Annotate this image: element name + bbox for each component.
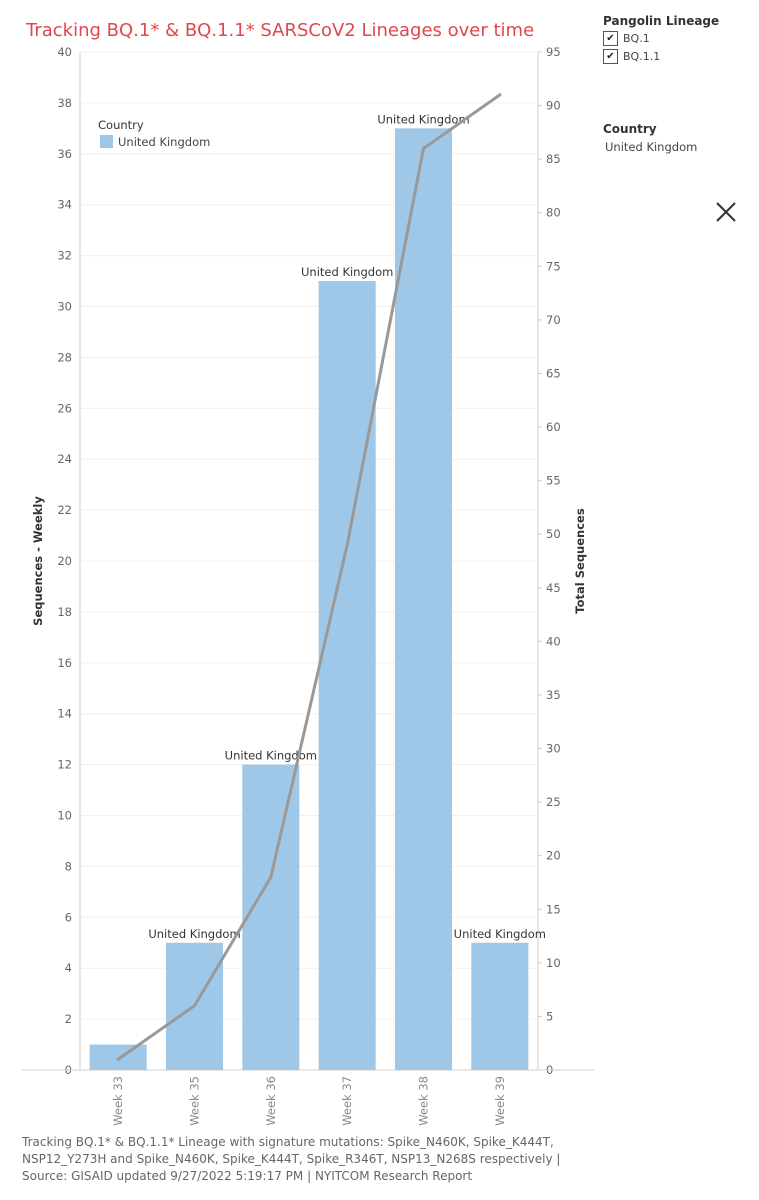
y-tick-label: 18 bbox=[57, 605, 72, 619]
line-point bbox=[269, 875, 273, 879]
country-filter-title: Country bbox=[603, 122, 657, 136]
y-tick-label: 36 bbox=[57, 147, 72, 161]
y2-tick-label: 65 bbox=[546, 366, 561, 380]
checkbox-checked-icon[interactable]: ✔ bbox=[603, 31, 618, 46]
y-tick-label: 28 bbox=[57, 350, 72, 364]
bar bbox=[471, 942, 529, 1070]
lineage-item-bq11[interactable]: ✔ BQ.1.1 bbox=[603, 49, 753, 64]
x-tick-label: Week 33 bbox=[111, 1076, 125, 1126]
legend-swatch bbox=[100, 135, 113, 148]
y2-tick-label: 25 bbox=[546, 795, 561, 809]
y2-tick-label: 40 bbox=[546, 634, 561, 648]
y-tick-label: 30 bbox=[57, 300, 72, 314]
bar-label: United Kingdom bbox=[148, 927, 240, 941]
bar-label: United Kingdom bbox=[225, 749, 317, 763]
bar bbox=[318, 281, 376, 1070]
footer-line-3: Source: GISAID updated 9/27/2022 5:19:17… bbox=[22, 1169, 473, 1183]
close-icon[interactable] bbox=[713, 199, 739, 225]
y2-tick-label: 80 bbox=[546, 206, 561, 220]
y2-tick-label: 75 bbox=[546, 259, 561, 273]
lineage-filter: Pangolin Lineage ✔ BQ.1 ✔ BQ.1.1 bbox=[603, 14, 753, 64]
y-tick-label: 20 bbox=[57, 554, 72, 568]
y-axis-title: Sequences - Weekly bbox=[31, 496, 45, 626]
y2-tick-label: 45 bbox=[546, 581, 561, 595]
y-tick-label: 8 bbox=[65, 859, 72, 873]
lineage-item-label: BQ.1.1 bbox=[623, 50, 661, 63]
line-point bbox=[116, 1057, 120, 1061]
y-tick-label: 12 bbox=[57, 758, 72, 772]
y-tick-label: 10 bbox=[57, 809, 72, 823]
y2-tick-label: 30 bbox=[546, 742, 561, 756]
y-tick-label: 22 bbox=[57, 503, 72, 517]
bar-label: United Kingdom bbox=[454, 927, 546, 941]
footer-line-1: Tracking BQ.1* & BQ.1.1* Lineage with si… bbox=[22, 1135, 554, 1149]
y2-tick-label: 70 bbox=[546, 313, 561, 327]
y2-tick-label: 55 bbox=[546, 474, 561, 488]
y-tick-label: 24 bbox=[57, 452, 72, 466]
y-tick-label: 2 bbox=[65, 1012, 72, 1026]
bar-label: United Kingdom bbox=[377, 112, 469, 126]
y2-tick-label: 90 bbox=[546, 99, 561, 113]
y2-tick-label: 95 bbox=[546, 45, 561, 59]
lineage-item-label: BQ.1 bbox=[623, 32, 650, 45]
y2-tick-label: 60 bbox=[546, 420, 561, 434]
x-tick-label: Week 38 bbox=[417, 1076, 431, 1126]
line-point bbox=[498, 93, 502, 97]
y-tick-label: 4 bbox=[65, 961, 72, 975]
y-tick-label: 40 bbox=[57, 45, 72, 59]
y-tick-label: 32 bbox=[57, 249, 72, 263]
line-point bbox=[193, 1004, 196, 1008]
y-tick-label: 14 bbox=[57, 707, 72, 721]
y2-axis-title: Total Sequences bbox=[573, 508, 587, 614]
y2-tick-label: 5 bbox=[546, 1009, 553, 1023]
chart-area: 0246810121416182022242628303234363840051… bbox=[22, 45, 594, 1126]
checkbox-checked-icon[interactable]: ✔ bbox=[603, 49, 618, 64]
footer-line-2: NSP12_Y273H and Spike_N460K, Spike_K444T… bbox=[22, 1152, 561, 1166]
country-filter-value[interactable]: United Kingdom bbox=[605, 140, 698, 154]
legend-title: Country bbox=[98, 118, 144, 132]
lineage-filter-title: Pangolin Lineage bbox=[603, 14, 720, 28]
y-tick-label: 16 bbox=[57, 656, 72, 670]
bar bbox=[395, 128, 452, 1071]
x-tick-label: Week 35 bbox=[188, 1076, 202, 1126]
y2-tick-label: 15 bbox=[546, 902, 561, 916]
y2-tick-label: 50 bbox=[546, 527, 561, 541]
line-point bbox=[422, 146, 425, 150]
series-line-total bbox=[116, 93, 502, 1061]
y-tick-label: 38 bbox=[57, 96, 72, 110]
y-tick-label: 34 bbox=[57, 198, 72, 212]
chart-title: Tracking BQ.1* & BQ.1.1* SARSCoV2 Lineag… bbox=[26, 20, 535, 41]
bar bbox=[89, 1044, 147, 1070]
x-tick-label: Week 39 bbox=[493, 1076, 507, 1126]
y2-tick-label: 85 bbox=[546, 152, 561, 166]
x-tick-label: Week 36 bbox=[264, 1076, 278, 1126]
y2-tick-label: 10 bbox=[546, 956, 561, 970]
y-tick-label: 6 bbox=[65, 910, 72, 924]
x-tick-label: Week 37 bbox=[340, 1076, 354, 1126]
line-point bbox=[345, 543, 349, 547]
country-filter: Country United Kingdom bbox=[603, 122, 697, 154]
y-tick-label: 26 bbox=[57, 401, 72, 415]
lineage-item-bq1[interactable]: ✔ BQ.1 bbox=[603, 31, 753, 46]
y2-tick-label: 35 bbox=[546, 688, 561, 702]
bar bbox=[242, 764, 300, 1070]
legend-entry-label: United Kingdom bbox=[118, 135, 210, 149]
y2-tick-label: 20 bbox=[546, 849, 561, 863]
footer-note: Tracking BQ.1* & BQ.1.1* Lineage with si… bbox=[22, 1134, 582, 1185]
bar-label: United Kingdom bbox=[301, 265, 393, 279]
